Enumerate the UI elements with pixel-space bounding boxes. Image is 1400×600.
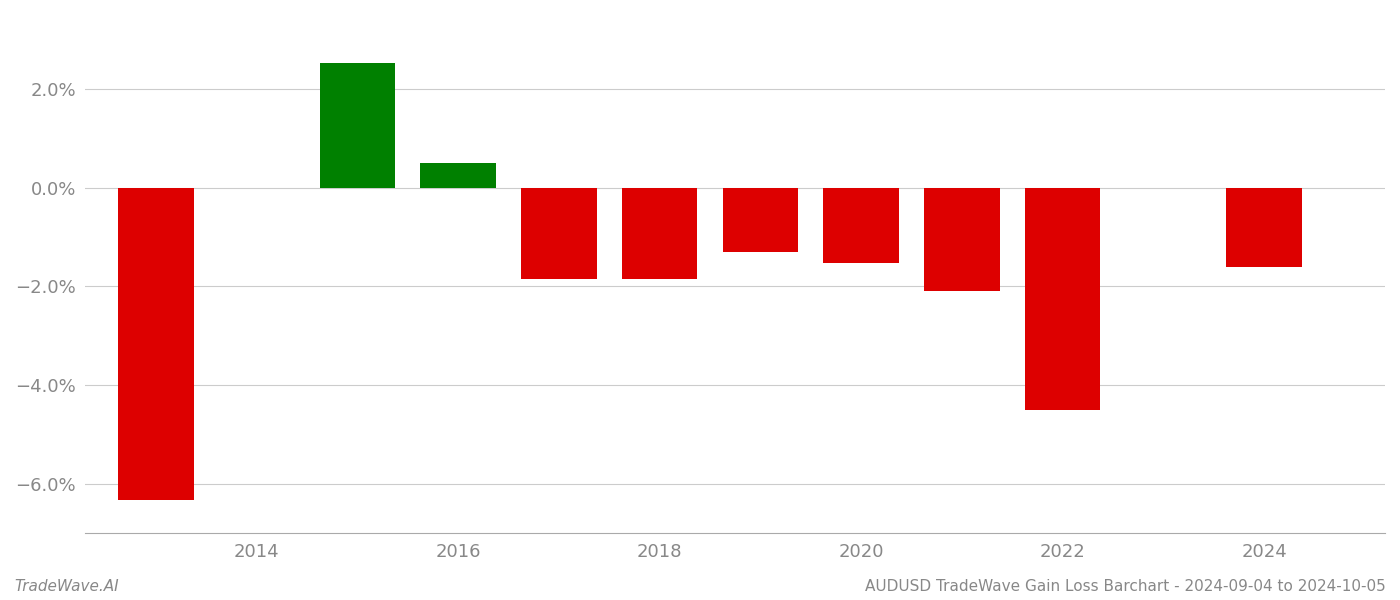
Bar (1025, 188, 1100, 410)
Bar (521, 188, 596, 279)
Bar (420, 163, 496, 188)
Bar (924, 188, 1000, 292)
Text: TradeWave.AI: TradeWave.AI (14, 579, 119, 594)
Bar (823, 188, 899, 263)
Text: AUDUSD TradeWave Gain Loss Barchart - 2024-09-04 to 2024-10-05: AUDUSD TradeWave Gain Loss Barchart - 20… (865, 579, 1386, 594)
Bar (622, 188, 697, 279)
Bar (1226, 188, 1302, 267)
Bar (319, 64, 395, 188)
Bar (722, 188, 798, 252)
Bar (118, 188, 193, 500)
